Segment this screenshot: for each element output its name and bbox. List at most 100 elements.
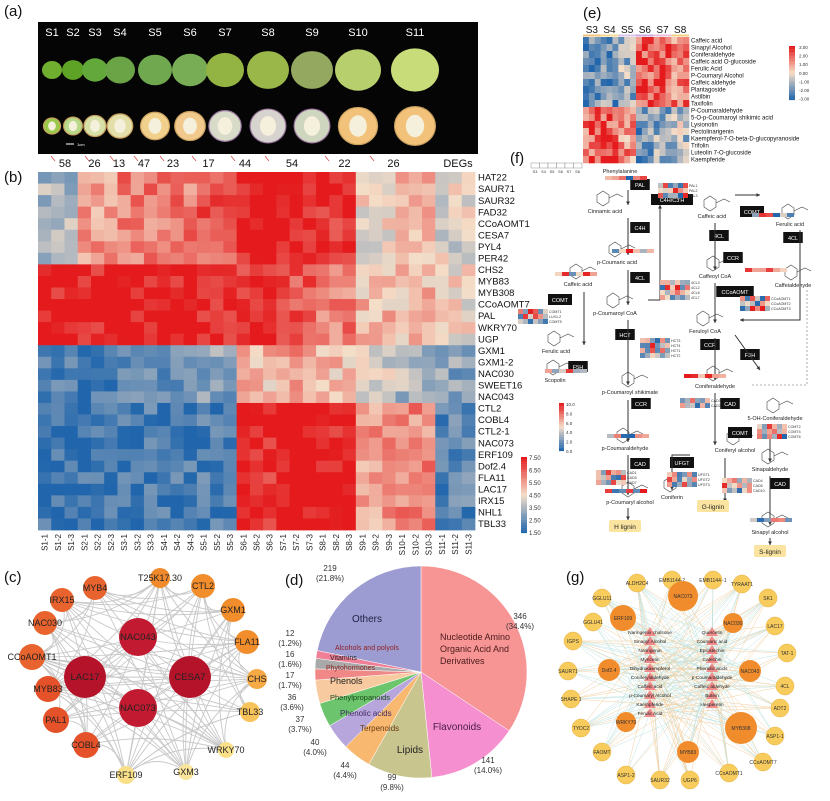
panel-f-label: (f): [510, 150, 524, 167]
heatmap-cell: [677, 44, 684, 52]
heatmap-cell: [236, 437, 251, 450]
heatmap-cell: [461, 333, 476, 346]
gene-node-label: EMB1144 -1: [699, 578, 727, 584]
metabolite-node: [644, 636, 656, 645]
heatmap-cell: [289, 402, 304, 415]
heatmap-cell: [342, 287, 357, 300]
heatmap-cell: [329, 437, 343, 450]
heatmap-cell: [636, 114, 643, 122]
heatmap-cell: [316, 287, 330, 300]
heatmap-cell: [143, 299, 158, 311]
heatmap-cell: [223, 449, 238, 462]
heatmap-cell: [342, 460, 357, 473]
colorbar-segment: [559, 436, 564, 439]
metabolite-node: [644, 699, 656, 708]
gene-row-label: CHS2: [478, 265, 503, 276]
compound-expression-cell: [583, 272, 590, 276]
heatmap-cell: [588, 79, 596, 87]
colorbar-segment: [521, 457, 527, 459]
compound-expression-cell: [612, 249, 619, 253]
network-edge: [625, 694, 713, 723]
heatmap-cell: [342, 368, 357, 381]
heatmap-cell: [170, 195, 185, 208]
heatmap-cell: [683, 100, 690, 108]
panel-b-gene-heatmap: HAT22SAUR71SAUR32FAD32CCoAOMT1CESA7PYL4P…: [38, 172, 541, 555]
heatmap-cell: [51, 437, 65, 450]
heatmap-cell: [90, 275, 105, 288]
heatmap-cell: [395, 379, 410, 392]
heatmap-cell: [263, 472, 277, 485]
compound-label: Cinnamic acid: [588, 209, 623, 215]
heatmap-cell: [223, 229, 238, 242]
heatmap-cell: [395, 391, 410, 404]
heatmap-cell: [130, 172, 145, 184]
heatmap-cell: [683, 86, 690, 94]
colorbar-tick: 0.0: [566, 449, 573, 454]
heatmap-cell: [594, 107, 601, 115]
network-edge: [572, 640, 713, 687]
heatmap-cell: [170, 333, 185, 346]
heatmap-cell: [665, 44, 672, 52]
heatmap-cell: [395, 345, 410, 358]
gene-expression-cell: [665, 348, 670, 353]
compound-expression-cell: [628, 434, 635, 438]
gene-node: [592, 588, 612, 608]
heatmap-cell: [236, 183, 251, 196]
heatmap-cell: [641, 65, 649, 73]
heatmap-cell: [435, 275, 449, 288]
heatmap-cell: [461, 437, 476, 450]
heatmap-cell: [143, 275, 158, 288]
gene-node-label: WRKY70: [207, 745, 244, 755]
colorbar-segment: [521, 529, 527, 532]
heatmap-cell: [170, 414, 185, 427]
heatmap-cell: [289, 495, 304, 508]
gene-expression-cell: [678, 188, 683, 193]
heatmap-cell: [117, 356, 132, 369]
gene-row-label: HAT22: [478, 173, 507, 184]
heatmap-cell: [170, 252, 185, 265]
heatmap-cell: [104, 437, 118, 450]
network-edge: [649, 597, 769, 678]
heatmap-cell: [170, 264, 185, 277]
heatmap-cell: [395, 229, 410, 242]
lignin-box: [754, 545, 786, 557]
heatmap-cell: [641, 142, 649, 150]
gene-expression-cell: [675, 290, 680, 295]
network-edge: [570, 698, 651, 705]
heatmap-cell: [170, 356, 185, 369]
pie-percent-label: (3.6%): [280, 703, 304, 712]
gene-expression-cell: [611, 480, 616, 485]
heatmap-cell: [382, 437, 396, 450]
heatmap-cell: [355, 356, 370, 369]
heatmap-cell: [382, 472, 396, 485]
compound-expression-cell: [773, 268, 780, 272]
compound-expression-cell: [785, 518, 792, 522]
heatmap-cell: [38, 172, 52, 184]
stage-annotation-bar: [583, 34, 589, 37]
gene-expression-cell: [670, 280, 675, 285]
heatmap-cell: [435, 437, 449, 450]
heatmap-cell: [395, 287, 410, 300]
heatmap-cell: [683, 121, 690, 129]
heatmap-cell: [448, 172, 463, 184]
gene-node-label: GGLU11: [592, 596, 612, 602]
gene-expression-cell: [685, 280, 690, 285]
heatmap-cell: [316, 414, 330, 427]
heatmap-cell: [196, 264, 211, 277]
heatmap-cell: [64, 264, 79, 277]
enzyme-label: CCR: [635, 402, 647, 408]
heatmap-cell: [90, 449, 105, 462]
gene-label: 4CL2: [691, 286, 700, 290]
network-edge: [570, 694, 651, 700]
metabolite-node-label: Caffeic aldehyde: [694, 684, 730, 690]
colorbar-segment: [521, 460, 527, 463]
heatmap-cell: [196, 241, 211, 254]
gene-expression-cell: [750, 301, 755, 306]
heatmap-cell: [624, 121, 631, 129]
metabolite-node-label: Coumaric acid: [697, 639, 728, 645]
gene-row-label: CTL2-1: [478, 427, 510, 438]
heatmap-cell: [64, 322, 79, 335]
heatmap-cell: [408, 275, 423, 288]
heatmap-cell: [618, 37, 625, 45]
network-edge: [592, 621, 651, 669]
